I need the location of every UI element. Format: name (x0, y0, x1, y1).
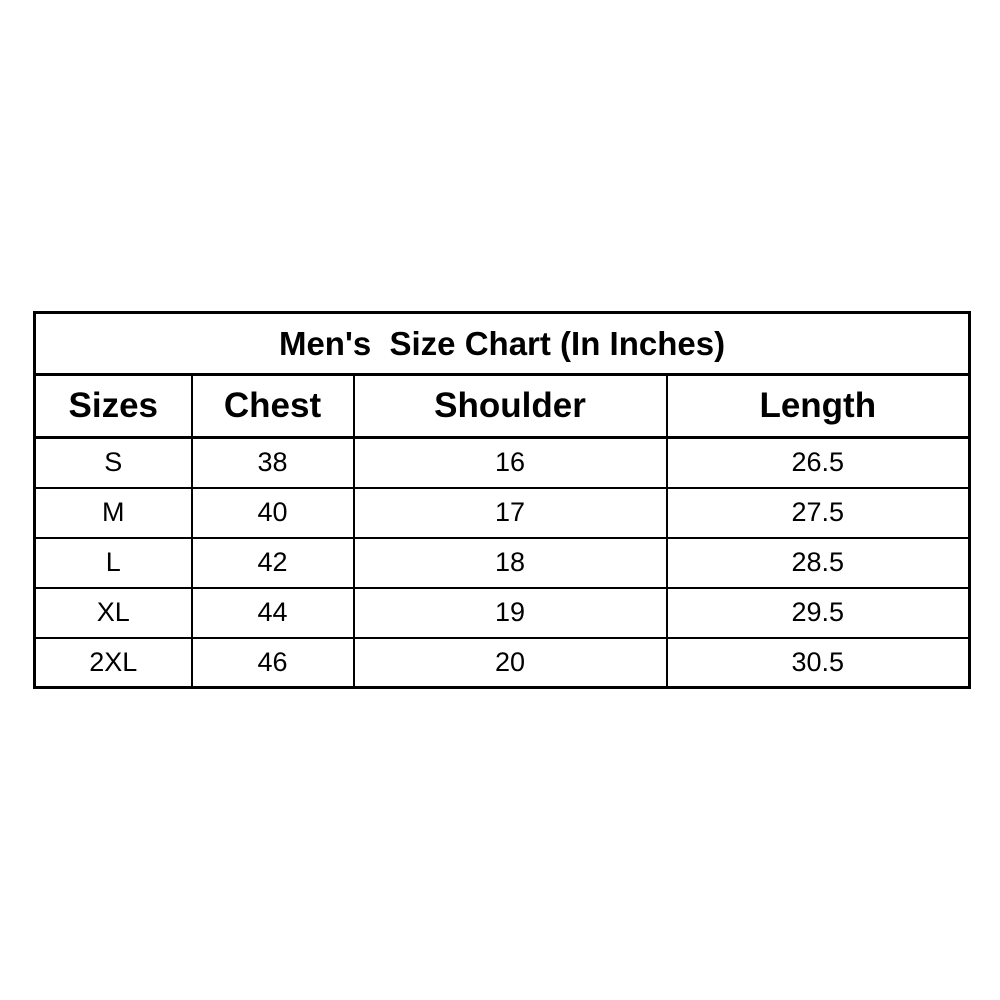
length-cell: 30.5 (665, 636, 971, 689)
chest-cell: 44 (190, 586, 355, 639)
table-header-row: Sizes Chest Shoulder Length (33, 373, 971, 439)
size-cell: 2XL (33, 636, 193, 689)
chest-cell: 42 (190, 536, 355, 589)
shoulder-cell: 16 (352, 436, 668, 489)
shoulder-cell: 18 (352, 536, 668, 589)
table-row-xl: XL 44 19 29.5 (33, 586, 971, 639)
shoulder-cell: 19 (352, 586, 668, 639)
length-cell: 29.5 (665, 586, 971, 639)
table-title: Men's Size Chart (In Inches) (33, 311, 971, 376)
chest-cell: 46 (190, 636, 355, 689)
header-chest: Chest (190, 373, 355, 439)
length-cell: 27.5 (665, 486, 971, 539)
shoulder-cell: 17 (352, 486, 668, 539)
table-title-row: Men's Size Chart (In Inches) (33, 311, 971, 376)
size-cell: S (33, 436, 193, 489)
size-cell: XL (33, 586, 193, 639)
header-length: Length (665, 373, 971, 439)
header-shoulder: Shoulder (352, 373, 668, 439)
size-cell: L (33, 536, 193, 589)
table-row-m: M 40 17 27.5 (33, 486, 971, 539)
chest-cell: 40 (190, 486, 355, 539)
shoulder-cell: 20 (352, 636, 668, 689)
length-cell: 28.5 (665, 536, 971, 589)
table-row-2xl: 2XL 46 20 30.5 (33, 636, 971, 689)
table-row-s: S 38 16 26.5 (33, 436, 971, 489)
table-row-l: L 42 18 28.5 (33, 536, 971, 589)
header-sizes: Sizes (33, 373, 193, 439)
size-chart-table: Men's Size Chart (In Inches) Sizes Chest… (33, 311, 972, 689)
size-cell: M (33, 486, 193, 539)
length-cell: 26.5 (665, 436, 971, 489)
chest-cell: 38 (190, 436, 355, 489)
